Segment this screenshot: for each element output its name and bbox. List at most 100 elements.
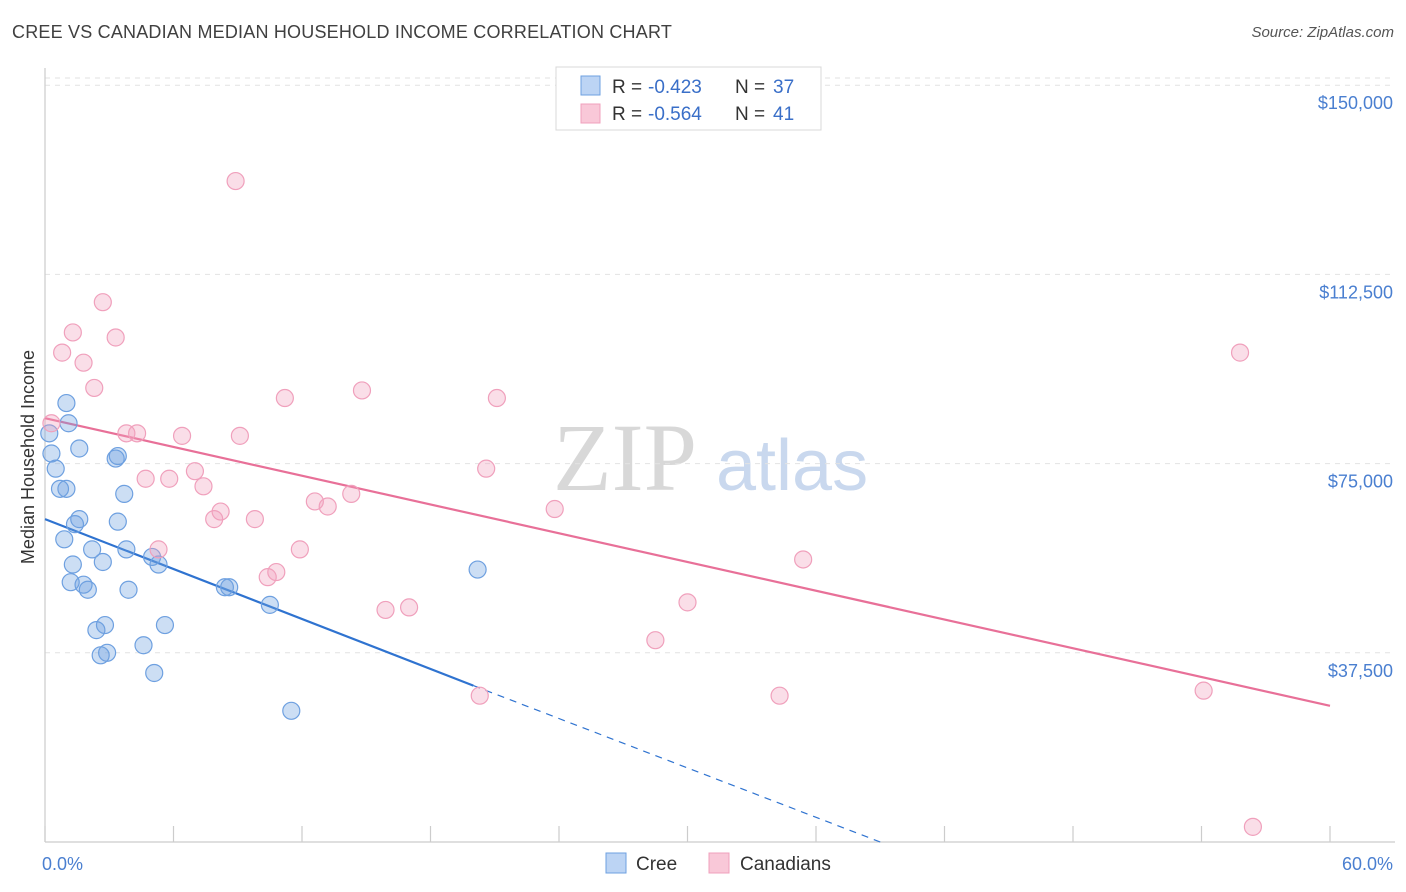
trend-line-cree	[44, 518, 474, 687]
point-canadians-12	[172, 426, 192, 445]
point-canadians-7	[117, 424, 136, 443]
point-canadians-35	[678, 593, 697, 612]
point-cree-21	[108, 446, 127, 466]
point-cree-28	[145, 663, 164, 683]
point-cree-3	[50, 479, 70, 498]
point-cree-29	[149, 555, 168, 574]
point-cree-33	[260, 595, 279, 614]
point-canadians-15	[205, 510, 224, 529]
legend-n-value-canadians: 41	[773, 104, 794, 125]
y-tick-label-3: $150,000	[1318, 93, 1393, 113]
point-canadians-32	[487, 388, 506, 408]
legend-n-label-canadians: N =	[735, 104, 765, 125]
bottom-legend: Cree Canadians	[605, 852, 831, 875]
point-canadians-36	[770, 686, 789, 705]
bottom-legend-swatch-cree	[605, 852, 627, 874]
trend-lines	[44, 417, 1331, 843]
point-canadians-39	[1243, 817, 1263, 836]
y-tick-labels: $37,500 $75,000 $112,500 $150,000	[1318, 93, 1393, 681]
point-canadians-10	[149, 540, 168, 559]
point-canadians-2	[63, 323, 82, 342]
legend-n-value-cree: 37	[773, 77, 794, 98]
point-canadians-14	[194, 477, 213, 496]
point-cree-4	[55, 530, 74, 549]
point-cree-36	[57, 393, 76, 413]
trend-line-extension-cree	[473, 685, 881, 843]
point-canadians-40	[1230, 343, 1250, 362]
point-canadians-28	[376, 600, 395, 620]
source-credit: Source: ZipAtlas.com	[1251, 24, 1394, 41]
legend-swatch-canadians	[580, 103, 601, 124]
watermark-zip: ZIP	[553, 404, 697, 511]
point-cree-24	[117, 540, 136, 559]
point-canadians-38	[1194, 681, 1213, 700]
legend-r-value-cree: -0.423	[648, 77, 702, 98]
y-tick-label-2: $112,500	[1319, 282, 1393, 302]
legend: R = -0.423 N = 37 R = -0.564 N = 41	[555, 66, 822, 131]
point-canadians-26	[342, 484, 361, 503]
point-cree-26	[134, 636, 153, 655]
point-canadians-17	[226, 171, 245, 191]
point-canadians-33	[545, 499, 564, 519]
point-canadians-30	[470, 686, 489, 705]
chart-title: CREE VS CANADIAN MEDIAN HOUSEHOLD INCOME…	[12, 22, 673, 42]
axes	[44, 68, 1395, 843]
point-canadians-11	[160, 469, 179, 488]
legend-r-label-canadians: R =	[612, 104, 642, 125]
point-canadians-0	[42, 414, 61, 433]
point-cree-8	[63, 555, 82, 574]
point-canadians-21	[267, 562, 286, 582]
point-canadians-20	[258, 568, 277, 587]
y-tick-label-0: $37,500	[1328, 661, 1393, 681]
point-cree-22	[108, 512, 127, 531]
point-cree-27	[142, 547, 162, 567]
point-canadians-16	[211, 502, 230, 521]
point-cree-25	[119, 580, 138, 599]
point-canadians-19	[245, 510, 264, 529]
point-cree-1	[42, 444, 61, 463]
point-canadians-25	[318, 497, 337, 516]
gridlines	[45, 77, 1395, 654]
point-cree-32	[220, 578, 239, 597]
point-cree-35	[468, 560, 487, 579]
point-canadians-23	[290, 540, 309, 559]
point-canadians-9	[136, 469, 155, 488]
x-tick-label-min: 0.0%	[42, 854, 83, 874]
x-tick-label-max: 60.0%	[1342, 854, 1393, 874]
point-canadians-37	[794, 550, 813, 569]
bottom-legend-label-cree: Cree	[636, 854, 677, 875]
point-cree-20	[106, 449, 125, 468]
point-canadians-5	[93, 293, 112, 312]
bottom-legend-label-canadians: Canadians	[740, 854, 831, 875]
point-canadians-29	[399, 598, 419, 617]
point-canadians-8	[127, 424, 147, 443]
data-points	[40, 171, 1263, 836]
point-canadians-18	[230, 426, 249, 445]
point-canadians-34	[646, 631, 665, 650]
point-cree-10	[70, 510, 89, 529]
legend-n-label-cree: N =	[735, 77, 765, 98]
point-cree-23	[115, 484, 134, 503]
point-cree-11	[70, 439, 89, 458]
point-cree-2	[46, 459, 65, 478]
bottom-legend-swatch-canadians	[708, 852, 730, 874]
point-canadians-3	[74, 353, 93, 372]
y-tick-label-1: $75,000	[1328, 472, 1393, 492]
point-cree-14	[83, 540, 102, 559]
watermark-atlas: atlas	[716, 426, 868, 506]
point-cree-30	[155, 615, 175, 635]
point-canadians-22	[275, 388, 294, 408]
y-axis-label: Median Household Income	[18, 350, 38, 564]
point-cree-15	[87, 621, 106, 640]
point-canadians-13	[185, 462, 205, 481]
point-canadians-31	[477, 459, 496, 478]
point-cree-17	[93, 552, 112, 572]
point-cree-6	[59, 414, 78, 433]
legend-r-label-cree: R =	[612, 77, 642, 98]
trend-line-canadians	[44, 417, 1331, 707]
point-canadians-6	[106, 328, 125, 347]
point-cree-5	[57, 479, 76, 498]
legend-swatch-cree	[580, 75, 601, 96]
point-cree-19	[98, 643, 117, 662]
